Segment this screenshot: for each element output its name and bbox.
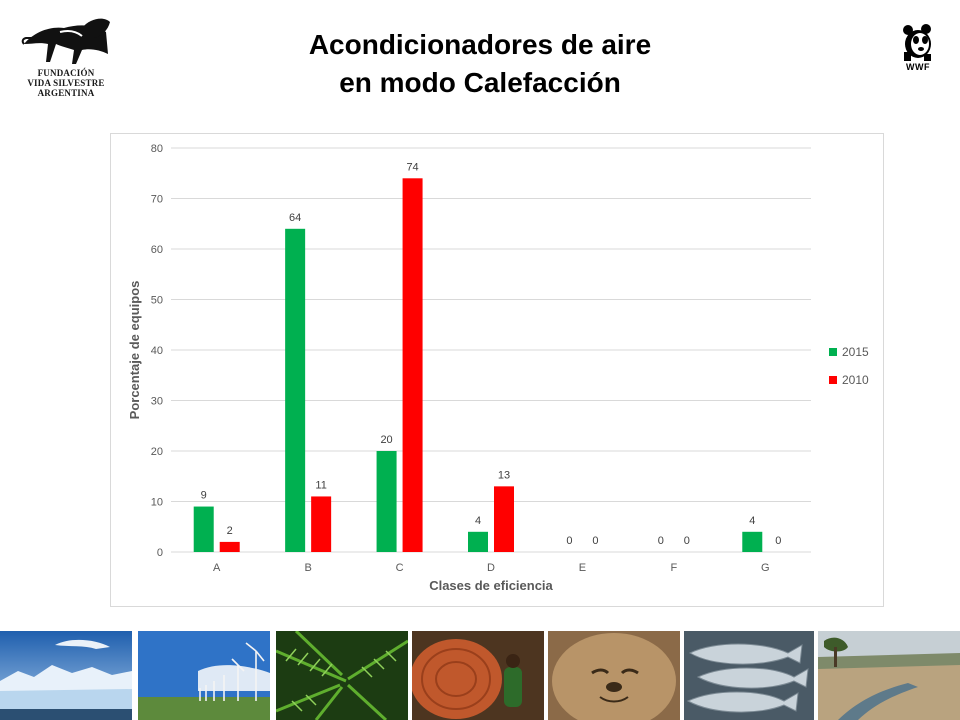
fvsa-org-line-2: VIDA SILVESTRE: [27, 78, 105, 88]
photo-dry-river: [818, 631, 960, 720]
x-tick-label: B: [304, 562, 311, 574]
data-label: 74: [406, 161, 418, 173]
legend-label-2015: 2015: [842, 345, 869, 359]
photo-tree-logging: [412, 631, 544, 720]
x-tick-label: C: [396, 562, 404, 574]
x-tick-label: D: [487, 562, 495, 574]
bar-2010-A: [219, 541, 240, 552]
data-label: 0: [658, 535, 664, 547]
data-label: 4: [749, 515, 755, 527]
legend-label-2010: 2010: [842, 373, 869, 387]
bar-2015-D: [468, 531, 488, 552]
bar-2015-C: [376, 451, 397, 552]
x-tick-label: A: [213, 562, 221, 574]
legend-swatch-2010: [829, 376, 837, 384]
data-label: 13: [498, 469, 510, 481]
wwf-logo: WWF: [898, 22, 938, 72]
y-tick-label: 10: [151, 497, 163, 509]
y-tick-label: 70: [151, 194, 163, 206]
photo-ferns: [276, 631, 408, 720]
x-tick-label: E: [579, 562, 586, 574]
data-label: 0: [566, 535, 572, 547]
bar-2015-A: [193, 506, 214, 552]
y-tick-label: 40: [151, 345, 163, 357]
data-label: 2: [227, 525, 233, 537]
bar-2010-C: [402, 178, 423, 553]
fvsa-org-line-1: FUNDACIÓN: [37, 68, 95, 78]
y-tick-label: 50: [151, 295, 163, 307]
wwf-text: WWF: [906, 62, 930, 72]
chart-frame: 0 10 20 30 40 50 60 70 80 9 2 A 64 11 B 20 74 C 4 13 D 0 0 E 0 0 F…: [110, 133, 884, 607]
fvsa-org-line-3: ARGENTINA: [37, 88, 95, 98]
y-tick-label: 0: [157, 547, 163, 559]
data-label: 11: [315, 479, 326, 491]
data-label: 0: [592, 535, 598, 547]
y-axis-title: Porcentaje de equipos: [127, 281, 142, 420]
y-tick-label: 60: [151, 244, 163, 256]
photo-seal: [548, 631, 680, 720]
photo-strip: [0, 631, 960, 720]
fvsa-logo: FUNDACIÓN VIDA SILVESTRE ARGENTINA: [14, 14, 118, 104]
data-label: 64: [289, 212, 301, 224]
panda-icon: [903, 24, 931, 61]
data-label: 0: [684, 535, 690, 547]
data-label: 9: [201, 490, 207, 502]
photo-wind-turbines: [138, 631, 270, 720]
data-label: 20: [380, 434, 392, 446]
bar-2010-D: [494, 486, 514, 552]
x-axis-title: Clases de eficiencia: [429, 578, 553, 593]
x-tick-label: G: [761, 562, 770, 574]
bar-2015-B: [285, 228, 306, 553]
y-tick-label: 20: [151, 446, 163, 458]
y-tick-label: 30: [151, 396, 163, 408]
bar-2015-G: [742, 531, 763, 552]
photo-fish: [684, 631, 814, 720]
y-tick-label: 80: [151, 143, 163, 155]
title-line-2: en modo Calefacción: [339, 67, 621, 98]
photo-glacier: [0, 631, 132, 720]
legend-swatch-2015: [829, 348, 837, 356]
data-label: 0: [775, 535, 781, 547]
anteater-icon: [21, 18, 110, 65]
bar-2010-B: [311, 496, 332, 552]
page-title: Acondicionadores de aire en modo Calefac…: [180, 26, 780, 102]
data-label: 4: [475, 515, 481, 527]
title-line-1: Acondicionadores de aire: [308, 29, 652, 60]
x-tick-label: F: [670, 562, 677, 574]
